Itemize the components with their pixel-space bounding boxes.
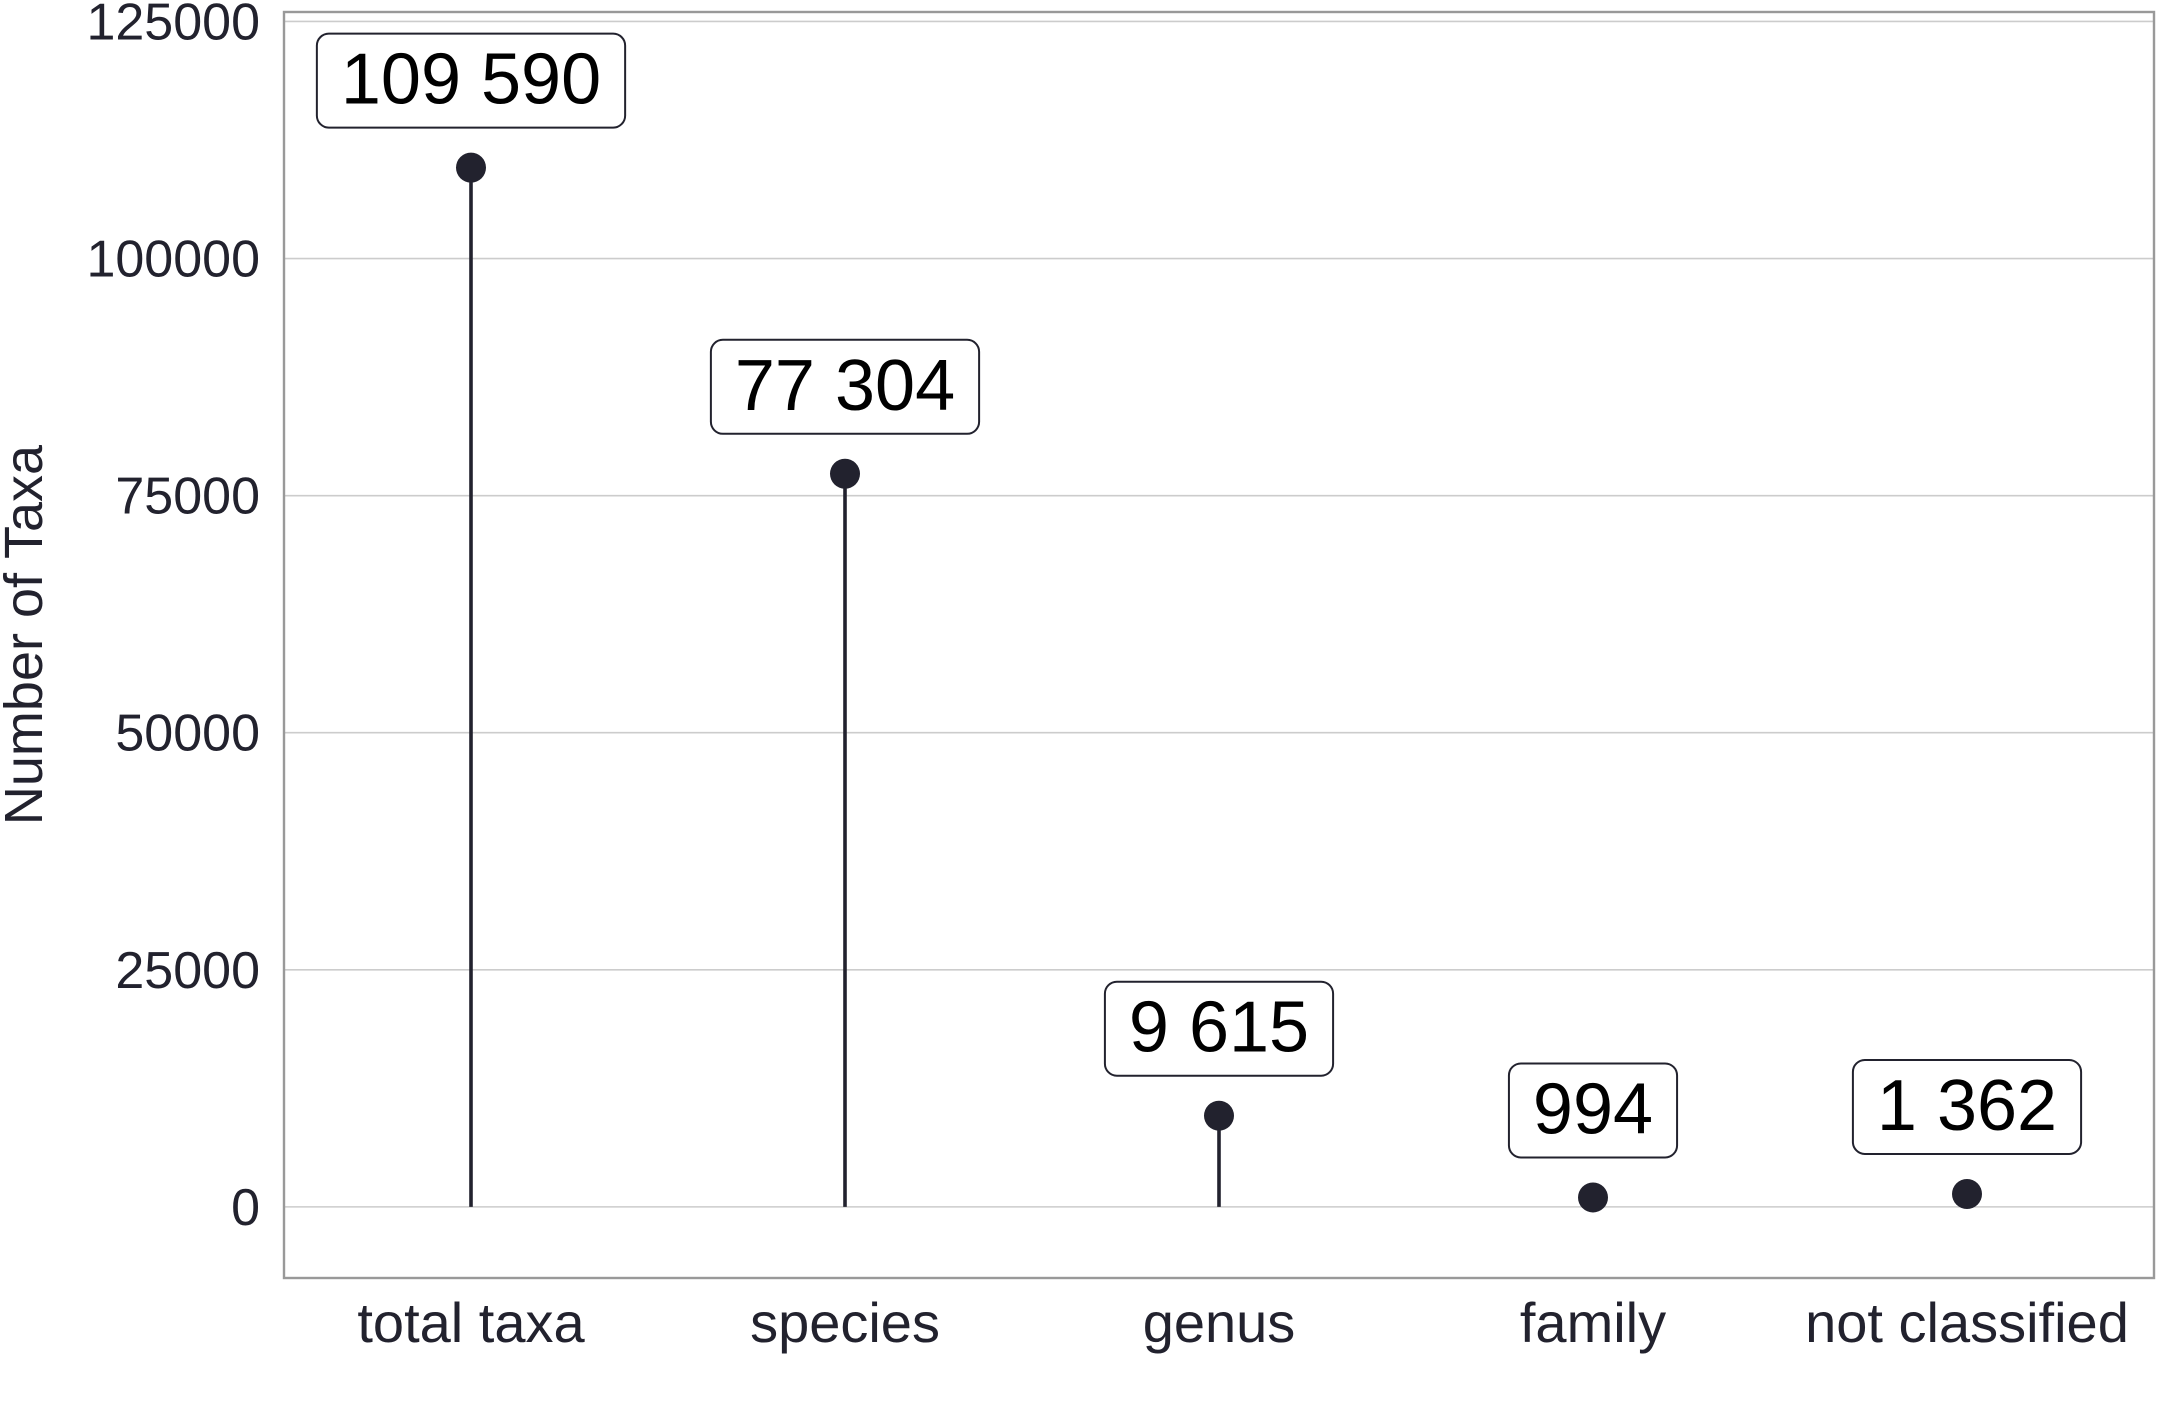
- y-tick-label: 100000: [86, 231, 260, 289]
- value-label-4: 1 362: [1851, 1058, 2083, 1155]
- value-label-text: 9 615: [1129, 988, 1309, 1068]
- value-labels: 109 590 77 304 9 615 994 1 362: [315, 32, 2083, 1159]
- grid-lines: [284, 20, 2154, 1208]
- value-label-box: [709, 338, 981, 435]
- y-tick-label: 75000: [115, 468, 260, 526]
- value-label-text: 77 304: [735, 346, 955, 426]
- value-label-0: 109 590: [315, 32, 627, 129]
- y-axis-title: Number of Taxa: [0, 444, 54, 825]
- data-point-3: [1578, 1182, 1608, 1213]
- x-category-label: genus: [1143, 1291, 1296, 1354]
- value-label-box: [1103, 980, 1335, 1077]
- x-category-label: total taxa: [357, 1291, 585, 1354]
- x-axis-categories: total taxa species genus family not classifi…: [357, 1291, 2129, 1354]
- x-category-label: family: [1520, 1291, 1666, 1354]
- value-label-box: [315, 32, 627, 129]
- y-tick-label: 125000: [86, 0, 260, 51]
- value-label-3: 994: [1507, 1062, 1679, 1159]
- data-point-4: [1952, 1178, 1982, 1209]
- data-point-2: [1204, 1100, 1234, 1131]
- x-category-label: not classified: [1805, 1291, 2129, 1354]
- y-tick-label: 50000: [115, 705, 260, 763]
- value-label-1: 77 304: [709, 338, 981, 435]
- y-tick-label: 25000: [115, 942, 260, 1000]
- value-label-text: 994: [1533, 1069, 1653, 1149]
- value-label-2: 9 615: [1103, 980, 1335, 1077]
- value-label-box: [1507, 1062, 1679, 1159]
- y-tick-label: 0: [231, 1179, 260, 1237]
- value-label-text: 1 362: [1877, 1066, 2057, 1146]
- data-point-0: [456, 152, 486, 183]
- y-axis-ticks: 0 25000 50000 75000 100000 125000: [86, 0, 260, 1237]
- data-point-1: [830, 458, 860, 489]
- value-label-box: [1851, 1058, 2083, 1155]
- value-label-text: 109 590: [341, 40, 601, 120]
- plot-frame: [282, 10, 2156, 1280]
- stems: [456, 152, 1982, 1213]
- x-category-label: species: [750, 1291, 940, 1354]
